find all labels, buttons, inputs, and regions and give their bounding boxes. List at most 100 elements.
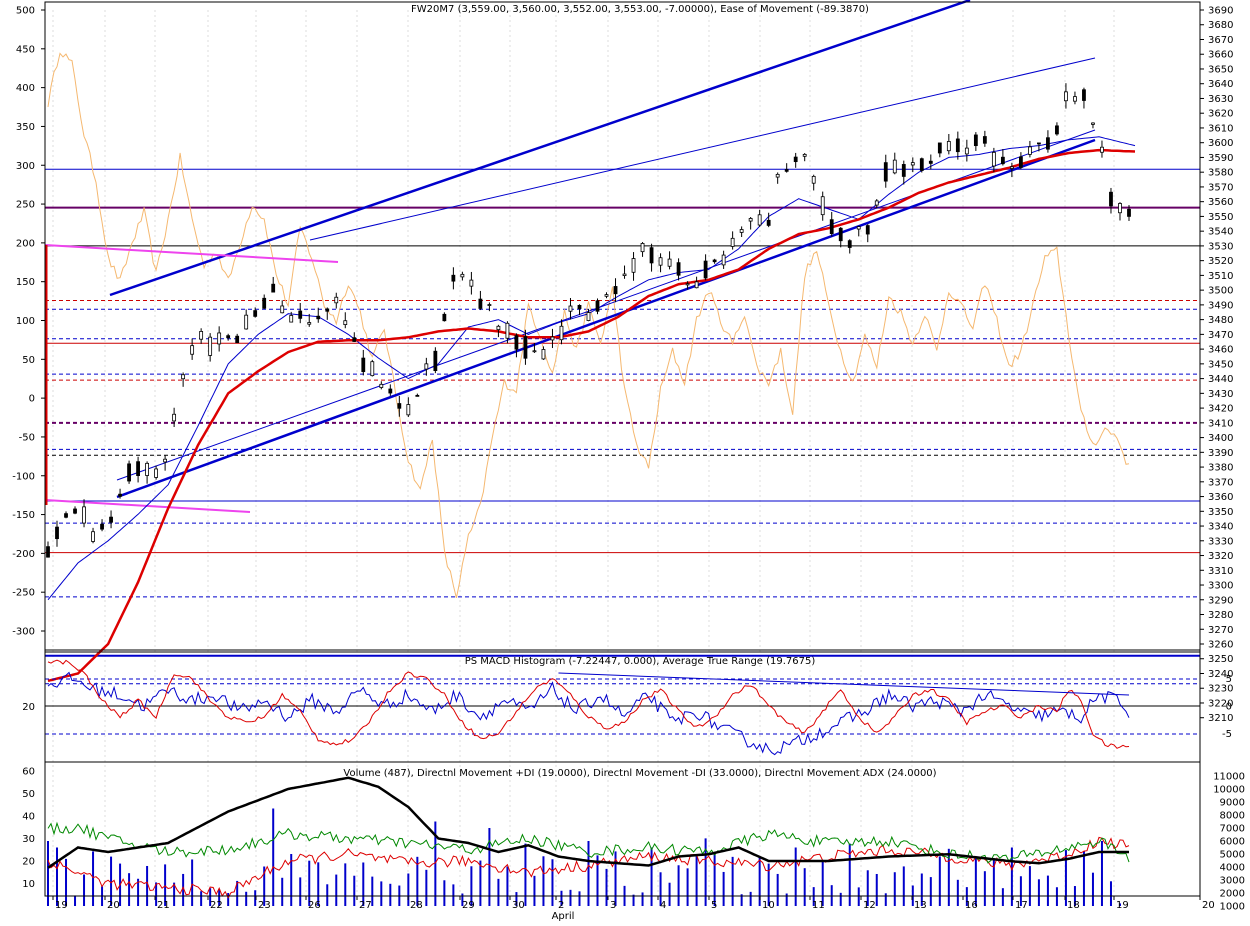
candle-body <box>406 404 411 416</box>
candle-body <box>1055 125 1059 135</box>
day-label: 23 <box>258 900 271 911</box>
price-tick-label: 3580 <box>1208 168 1233 179</box>
price-tick-label: 3440 <box>1208 374 1233 385</box>
candle-body <box>1046 137 1050 150</box>
price-tick-label: 3520 <box>1208 256 1233 267</box>
candle-body <box>46 546 50 558</box>
candle-body <box>865 225 870 235</box>
candle-body <box>739 229 744 233</box>
volume-tick-label: 4000 <box>1220 863 1245 874</box>
day-label: 4 <box>660 900 666 911</box>
candle-body <box>676 262 681 276</box>
candle-body <box>838 227 843 242</box>
day-label: 3 <box>610 900 616 911</box>
day-label: 21 <box>157 900 170 911</box>
volume-tick-label: 5000 <box>1220 850 1245 861</box>
candle-body <box>298 310 303 319</box>
candle-body <box>154 468 158 478</box>
dmi-tick-label: 30 <box>22 834 35 845</box>
eom-tick-label: 500 <box>16 6 35 17</box>
eom-tick-label: -250 <box>12 588 35 599</box>
candle-body <box>658 257 663 266</box>
candle-body <box>550 336 555 341</box>
candle-body <box>244 314 249 330</box>
candle-body <box>388 388 393 394</box>
candle-body <box>73 508 77 514</box>
candle-body <box>1109 191 1113 207</box>
price-tick-label: 3510 <box>1208 271 1233 282</box>
candle-body <box>442 313 447 322</box>
volume-tick-label: 8000 <box>1220 811 1245 822</box>
price-tick-label: 3610 <box>1208 123 1233 134</box>
eom-tick-label: 0 <box>29 394 35 405</box>
candle-body <box>937 142 942 154</box>
macd-blue-line <box>47 671 1130 756</box>
candle-body <box>190 345 195 355</box>
candle-body <box>910 162 915 166</box>
price-tick-label: 3460 <box>1208 345 1233 356</box>
candle-body <box>919 158 924 171</box>
candle-body <box>199 331 204 340</box>
axes: 3690368036703660365036403630362036103600… <box>12 6 1245 913</box>
candle-body <box>820 196 825 216</box>
price-tick-label: 3660 <box>1208 50 1233 61</box>
eom-tick-label: -100 <box>12 471 35 482</box>
candle-body <box>595 300 600 312</box>
macd-tick-label: 5 <box>1226 674 1232 685</box>
candle-body <box>946 141 951 152</box>
eom-tick-label: 350 <box>16 122 35 133</box>
dmi-tick-label: 50 <box>22 789 35 800</box>
candle-body <box>640 243 645 253</box>
day-label: 22 <box>210 900 223 911</box>
candle-body <box>361 357 366 373</box>
day-label: 13 <box>914 900 927 911</box>
day-label: 12 <box>863 900 876 911</box>
price-tick-label: 3420 <box>1208 404 1233 415</box>
dmi-lines <box>47 776 1130 899</box>
candle-body <box>208 336 213 356</box>
price-tick-label: 3320 <box>1208 551 1233 562</box>
candle-body <box>163 458 168 463</box>
candle-body <box>433 350 438 372</box>
candle-body <box>1028 146 1032 155</box>
price-tick-label: 3240 <box>1208 669 1233 680</box>
price-tick-label: 3570 <box>1208 182 1233 193</box>
candle-body <box>181 374 186 380</box>
candle-body <box>604 294 609 297</box>
dmi-tick-label: 60 <box>22 767 35 778</box>
candle-body <box>307 322 312 325</box>
candle-body <box>775 173 780 178</box>
price-tick-label: 3650 <box>1208 64 1233 75</box>
price-tick-label: 3640 <box>1208 79 1233 90</box>
volume-tick-label: 7000 <box>1220 824 1245 835</box>
volume-panel-title: Volume (487), Directnl Movement +DI (19.… <box>343 768 936 779</box>
eom-tick-label: -50 <box>19 432 35 443</box>
thin-upper-trendline <box>309 57 1096 241</box>
dmi-tick-label: 40 <box>22 812 35 823</box>
macd-panel-title: PS MACD Histogram (-7.22447, 0.000), Ave… <box>465 656 816 667</box>
day-label: 10 <box>762 900 775 911</box>
candle-body <box>325 308 330 312</box>
candle-body <box>1091 122 1095 125</box>
day-label: 5 <box>711 900 717 911</box>
candle-body <box>451 274 456 282</box>
candle-body <box>370 361 375 377</box>
candle-body <box>532 350 537 353</box>
price-tick-label: 3630 <box>1208 94 1233 105</box>
price-tick-label: 3340 <box>1208 522 1233 533</box>
price-tick-label: 3680 <box>1208 20 1233 31</box>
day-label: 18 <box>1067 900 1080 911</box>
eom-tick-label: 150 <box>16 277 35 288</box>
candle-body <box>802 153 807 157</box>
candle-body <box>586 312 591 321</box>
candle-body <box>973 134 978 147</box>
candle-body <box>280 305 285 314</box>
candle-body <box>109 516 113 523</box>
price-tick-label: 3390 <box>1208 448 1233 459</box>
eom-tick-label: -150 <box>12 510 35 521</box>
candle-body <box>235 335 240 344</box>
candlesticks <box>46 83 1131 558</box>
macd-red-line <box>47 659 1130 749</box>
price-tick-label: 3620 <box>1208 109 1233 120</box>
